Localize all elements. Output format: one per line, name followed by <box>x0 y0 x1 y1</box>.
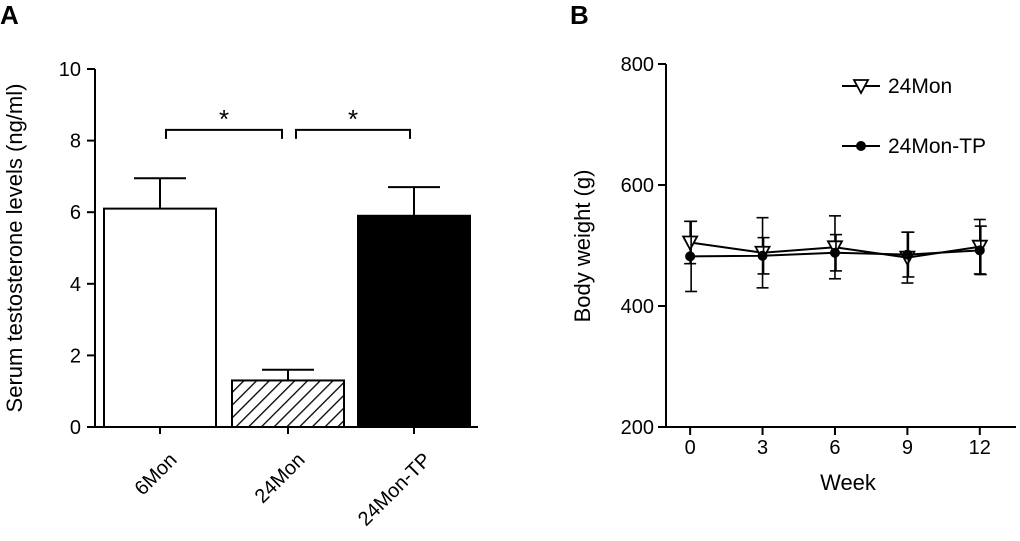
legend-marker-24mon-tp <box>856 141 866 151</box>
legend-marker-24mon <box>852 79 870 95</box>
bar-24mon <box>231 379 345 428</box>
panel-a-y-axis-title: Serum testosterone levels (ng/ml) <box>2 84 27 413</box>
significance-bracket <box>295 128 411 139</box>
panel-b-series <box>681 215 989 293</box>
panel-b-y-tick-label: 800 <box>621 54 654 76</box>
panel-b-y-tick-label: 400 <box>621 296 654 318</box>
legend-label-24mon-tp: 24Mon-TP <box>888 135 986 158</box>
panel-b-x-axis-title: Week <box>820 470 877 495</box>
panel-a-y-tick-label: 4 <box>70 274 81 296</box>
point-24mon-tp <box>757 250 768 261</box>
legend-label-24mon: 24Mon <box>888 75 952 98</box>
panel-a-y-tick-label: 8 <box>70 131 81 153</box>
panel-a: A Serum testosterone levels (ng/ml) 0 2 4 6… <box>0 0 478 531</box>
panel-b-x-tick-label: 0 <box>685 437 696 459</box>
x-tick-label-24mon: 24Mon <box>251 449 310 508</box>
panel-b-x-tick-label: 3 <box>757 437 768 459</box>
point-24mon-tp <box>974 245 985 256</box>
panel-b-y-axis-title: Body weight (g) <box>570 170 595 323</box>
panel-a-significance: * * <box>165 104 411 139</box>
point-24mon <box>681 235 699 252</box>
panel-a-y-tick-label: 10 <box>59 59 81 81</box>
panel-b-label: B <box>570 0 589 30</box>
x-tick-label-6mon: 6Mon <box>131 449 182 500</box>
panel-b-x-tick-label: 12 <box>969 437 991 459</box>
point-24mon-tp <box>902 249 913 260</box>
bar-6mon <box>103 207 217 428</box>
significance-star: * <box>348 104 358 134</box>
significance-star: * <box>219 104 229 134</box>
panel-b-axes: 200 400 600 800 0 3 6 9 12 <box>621 54 1016 459</box>
panel-a-bars <box>103 177 471 428</box>
panel-b-legend: 24Mon 24Mon-TP <box>842 75 986 158</box>
significance-bracket <box>165 128 283 139</box>
panel-b-x-tick-label: 9 <box>902 437 913 459</box>
bar-24mon-tp <box>357 214 471 428</box>
panel-a-label: A <box>0 0 19 30</box>
panel-b: B Body weight (g) Week 200 400 600 800 0 3 6 9 1… <box>570 0 1016 495</box>
point-24mon-tp <box>829 247 840 258</box>
panel-a-y-tick-label: 6 <box>70 202 81 224</box>
point-24mon-tp <box>685 251 696 262</box>
panel-b-x-tick-label: 6 <box>829 437 840 459</box>
panel-b-y-tick-label: 200 <box>621 417 654 439</box>
panel-a-y-tick-label: 0 <box>70 417 81 439</box>
x-tick-label-24mon-tp: 24Mon-TP <box>354 449 436 531</box>
panel-b-y-tick-label: 600 <box>621 175 654 197</box>
panel-a-y-tick-label: 2 <box>70 345 81 367</box>
